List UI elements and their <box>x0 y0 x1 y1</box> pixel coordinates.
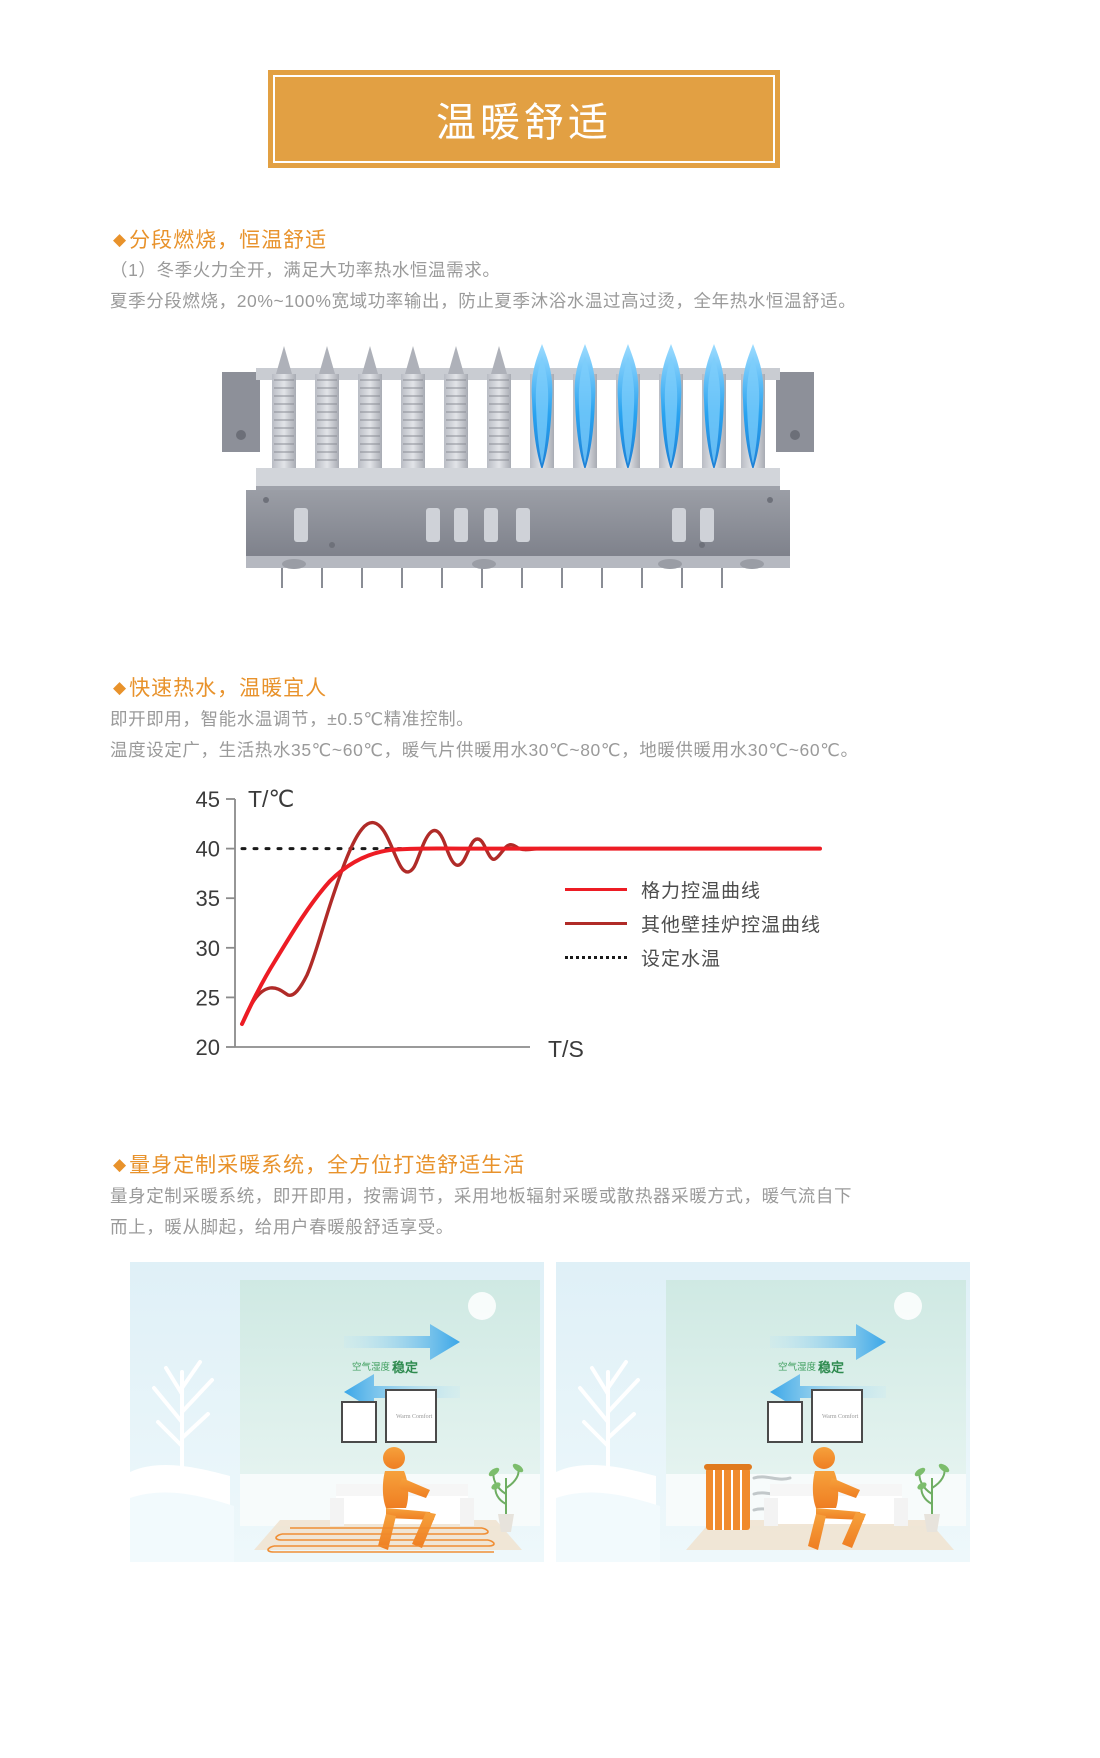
person-silhouette <box>808 1447 866 1550</box>
airflow-arrow-right <box>344 1324 460 1360</box>
potted-plant <box>488 1463 524 1532</box>
ytick-45: 45 <box>196 787 220 812</box>
ytick-25: 25 <box>196 985 220 1010</box>
section-heading-1-label: 分段燃烧，恒温舒适 <box>129 229 328 252</box>
airflow-arrow-right <box>770 1324 886 1360</box>
diamond-bullet-icon: ◆ <box>113 1155 128 1174</box>
chart-ylabel: T/℃ <box>248 786 294 812</box>
legend-swatch-gree-icon <box>565 887 627 891</box>
room-scenes: 空气湿度 稳定 Warm Comfort <box>130 1262 970 1562</box>
svg-text:Warm Comfort: Warm Comfort <box>822 1413 859 1420</box>
chart-legend: 格力控温曲线 其他壁挂炉控温曲线 设定水温 <box>565 872 865 974</box>
humidity-caption-bold: 稳定 <box>392 1360 418 1375</box>
temperature-control-chart: 45 40 35 30 25 20 T/℃ T/S <box>180 785 880 1075</box>
legend-item-gree: 格力控温曲线 <box>565 872 865 906</box>
legend-label-gree: 格力控温曲线 <box>641 880 762 902</box>
diamond-bullet-icon: ◆ <box>113 230 128 249</box>
humidity-caption-small: 空气湿度 <box>352 1361 391 1373</box>
section-heading-1: ◆分段燃烧，恒温舒适 <box>113 224 327 254</box>
legend-swatch-setpoint-icon <box>565 955 627 959</box>
legend-item-other: 其他壁挂炉控温曲线 <box>565 906 865 940</box>
scene-radiator: 空气湿度 稳定 Warm Comfort <box>556 1262 970 1562</box>
scene-floor-heating: 空气湿度 稳定 Warm Comfort <box>130 1262 544 1562</box>
chart-xlabel: T/S <box>548 1036 584 1062</box>
page-title-banner: 温暖舒适 <box>268 70 780 168</box>
ytick-40: 40 <box>196 837 220 862</box>
legend-item-setpoint: 设定水温 <box>565 940 865 974</box>
section-heading-3: ◆量身定制采暖系统，全方位打造舒适生活 <box>113 1149 525 1179</box>
banner-background: 温暖舒适 <box>268 70 780 168</box>
section-heading-2: ◆快速热水，温暖宜人 <box>113 672 327 702</box>
ytick-20: 20 <box>196 1035 220 1060</box>
floor-heating-coils <box>267 1527 495 1553</box>
person-silhouette <box>378 1447 436 1550</box>
section-3-line-2: 而上，暖从脚起，给用户春暖般舒适享受。 <box>110 1217 454 1237</box>
ytick-35: 35 <box>196 886 220 911</box>
section-heading-2-label: 快速热水，温暖宜人 <box>129 677 328 700</box>
svg-text:Warm Comfort: Warm Comfort <box>396 1413 433 1420</box>
section-3-line-1: 量身定制采暖系统，即开即用，按需调节，采用地板辐射采暖或散热器采暖方式，暖气流自… <box>110 1186 853 1206</box>
humidity-caption: 空气湿度 稳定 <box>352 1360 418 1375</box>
potted-plant <box>914 1463 950 1532</box>
humidity-caption: 空气湿度 稳定 <box>778 1360 844 1375</box>
gree-curve <box>240 846 822 1026</box>
section-1-line-2: 夏季分段燃烧，20%~100%宽域功率输出，防止夏季沐浴水温过高过烫，全年热水恒… <box>110 291 857 311</box>
ytick-30: 30 <box>196 936 220 961</box>
humidity-caption-bold: 稳定 <box>818 1360 844 1375</box>
diamond-bullet-icon: ◆ <box>113 678 128 697</box>
blue-flames <box>530 344 765 470</box>
section-heading-3-label: 量身定制采暖系统，全方位打造舒适生活 <box>129 1154 526 1177</box>
section-1-line-1: （1）冬季火力全开，满足大功率热水恒温需求。 <box>110 260 501 280</box>
legend-swatch-other-icon <box>565 921 627 925</box>
legend-label-setpoint: 设定水温 <box>641 948 722 970</box>
section-2-line-1: 即开即用，智能水温调节，±0.5℃精准控制。 <box>110 709 475 729</box>
section-2-line-2: 温度设定广，生活热水35℃~60℃，暖气片供暖用水30℃~80℃，地暖供暖用水3… <box>110 740 859 760</box>
humidity-caption-small: 空气湿度 <box>778 1361 817 1373</box>
radiator <box>704 1464 792 1530</box>
heat-exchanger-illustration <box>222 340 814 600</box>
other-boiler-curve <box>240 821 822 1026</box>
page-title: 温暖舒适 <box>436 101 612 145</box>
legend-label-other: 其他壁挂炉控温曲线 <box>641 914 822 936</box>
